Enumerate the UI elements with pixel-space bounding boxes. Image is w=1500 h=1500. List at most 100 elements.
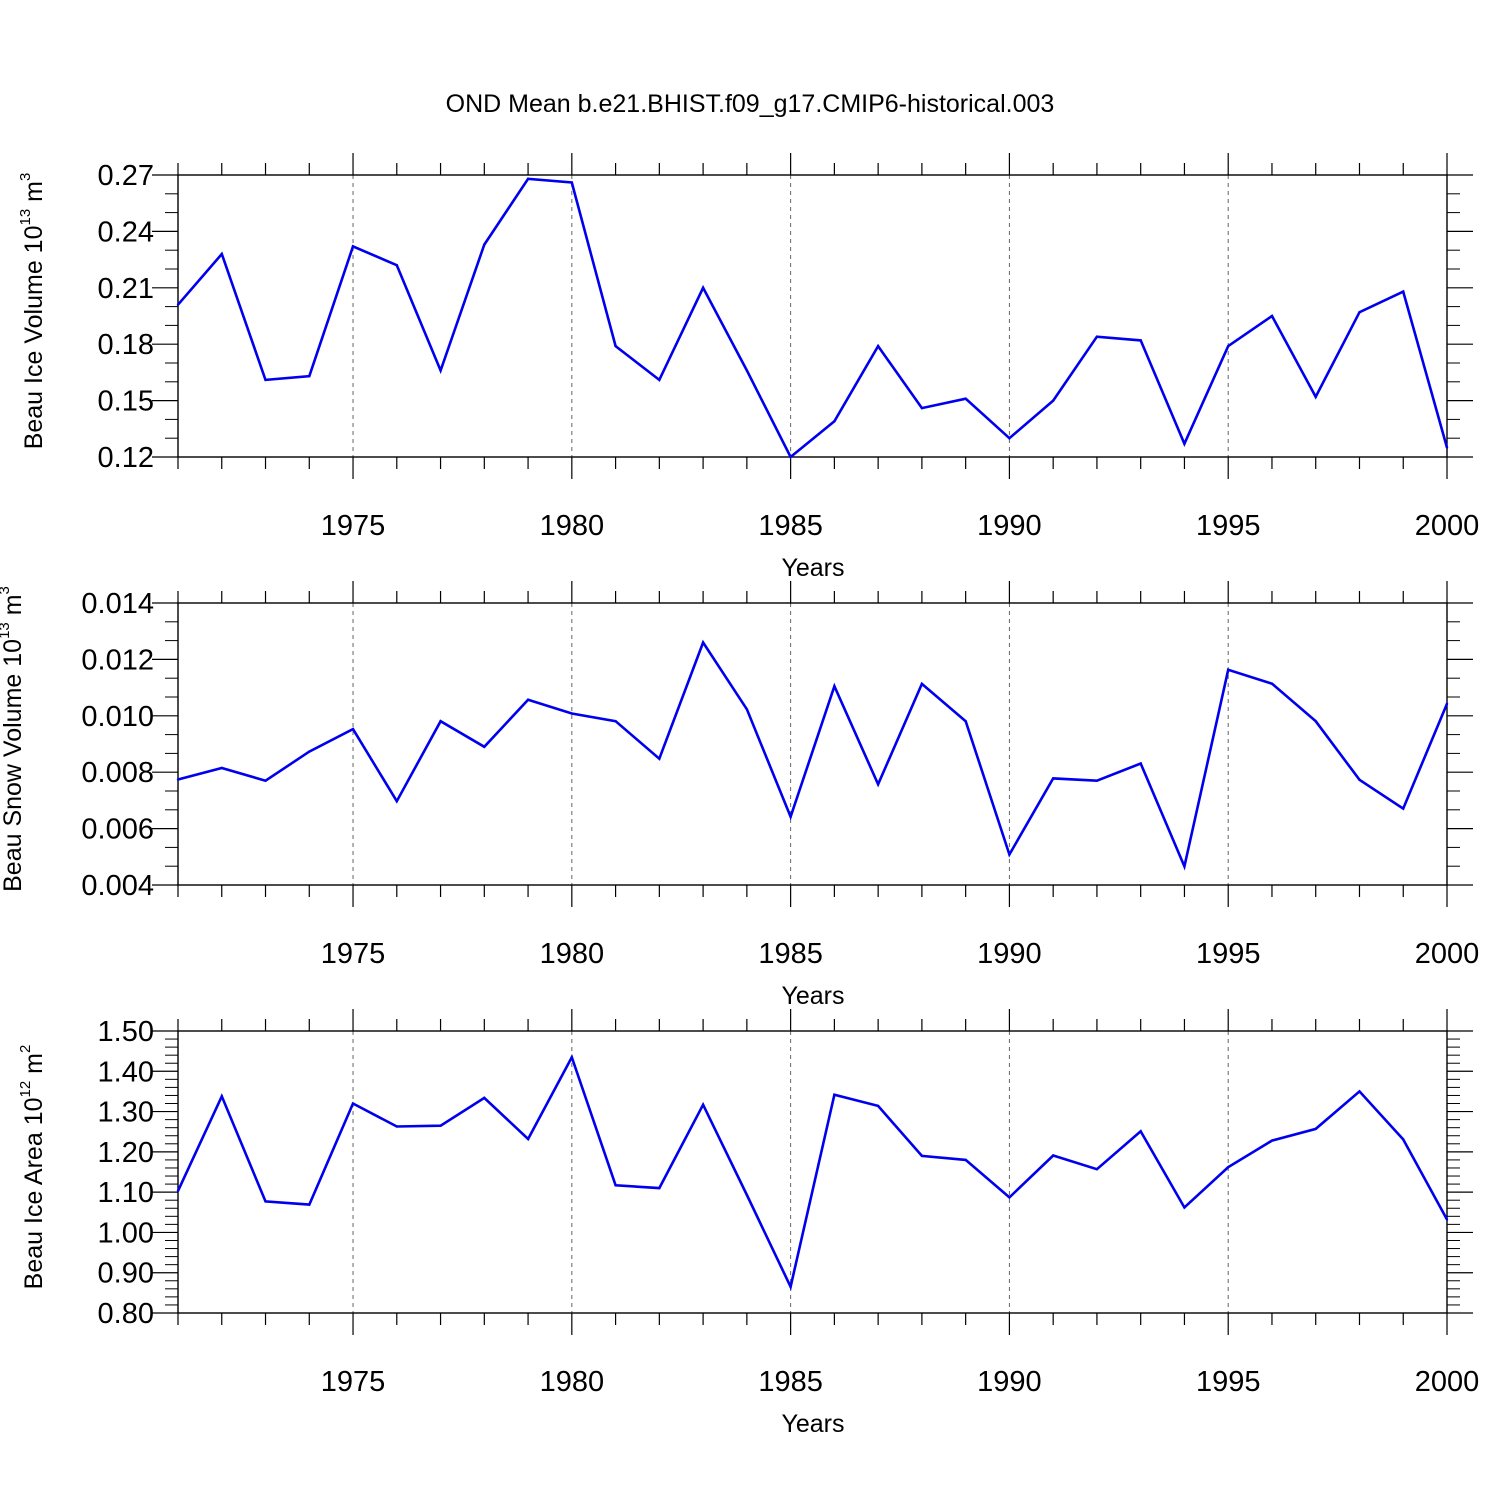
- data-point: [483, 1096, 486, 1100]
- chart-title: OND Mean b.e21.BHIST.f09_g17.CMIP6-histo…: [446, 90, 1055, 118]
- data-point: [220, 1095, 223, 1098]
- panel-1: 0.12 0.15 0.18 0.21 0.24 0.27 1975 1980 1985 1990…: [17, 153, 1479, 582]
- data-point: [1270, 682, 1274, 685]
- data-point: [1051, 399, 1055, 402]
- y-tick-label: 0.006: [81, 814, 154, 846]
- y-tick-label: 0.24: [98, 216, 154, 248]
- data-point: [964, 397, 967, 400]
- data-point: [876, 344, 880, 348]
- y-axis-title: Beau Ice Volume 1013 m3: [17, 173, 48, 450]
- data-point: [395, 264, 398, 267]
- y-tick-label: 0.004: [81, 870, 154, 902]
- y-tick-label: 0.27: [98, 160, 154, 192]
- data-point: [745, 1193, 749, 1197]
- data-point: [308, 750, 311, 753]
- y-tick-label: 1.50: [98, 1016, 154, 1048]
- y-axis-title: Beau Ice Area 1012 m2: [17, 1045, 48, 1290]
- x-tick-label: 1985: [758, 938, 823, 970]
- y-tick-label: 0.21: [98, 273, 154, 305]
- data-point: [264, 1200, 267, 1203]
- y-tick-label: 0.010: [81, 701, 154, 733]
- data-point: [964, 1158, 967, 1162]
- data-point: [658, 1186, 661, 1190]
- x-tick-label: 1980: [540, 1366, 605, 1398]
- data-point: [920, 682, 924, 686]
- y-tick-label: 0.80: [98, 1298, 154, 1330]
- series-line: [177, 177, 1449, 460]
- data-point: [1095, 335, 1099, 338]
- data-point: [176, 303, 180, 306]
- data-point: [614, 344, 617, 348]
- series-line: [176, 1053, 1449, 1291]
- data-point: [1227, 668, 1230, 672]
- data-point: [526, 698, 530, 701]
- data-point: [220, 766, 223, 770]
- panel-2: 0.004 0.006 0.008 0.010 0.012 0.014 1975 1980 19…: [0, 581, 1479, 1010]
- data-point: [526, 177, 530, 180]
- data-point: [745, 708, 749, 711]
- data-point: [1095, 779, 1099, 782]
- data-point: [1402, 290, 1405, 293]
- plot-frame: [177, 1030, 1448, 1314]
- data-point: [1008, 437, 1011, 440]
- data-point: [1314, 1127, 1317, 1131]
- x-axis-title: Years: [781, 982, 844, 1010]
- data-point: [658, 757, 661, 760]
- data-point: [308, 1203, 311, 1206]
- data-point: [1139, 339, 1142, 342]
- data-point: [964, 719, 967, 723]
- data-point: [789, 815, 792, 818]
- y-tick-label: 0.18: [98, 329, 154, 361]
- y-tick-label: 1.10: [98, 1177, 154, 1209]
- data-point: [439, 719, 442, 723]
- data-point: [789, 455, 792, 459]
- x-axis-title: Years: [781, 1410, 844, 1438]
- data-point: [395, 800, 398, 803]
- x-tick-label: 1985: [758, 1366, 823, 1398]
- data-point: [570, 1055, 574, 1059]
- x-tick-label: 1995: [1196, 510, 1261, 542]
- data-point: [264, 779, 267, 782]
- data-point: [614, 719, 617, 723]
- data-point: [1008, 853, 1011, 856]
- data-point: [701, 641, 705, 644]
- data-point: [308, 374, 311, 378]
- x-tick-label: 1980: [540, 510, 605, 542]
- data-point: [920, 1154, 924, 1158]
- x-tick-label: 1985: [758, 510, 823, 542]
- data-point: [1358, 311, 1361, 314]
- x-tick-label: 1990: [977, 510, 1042, 542]
- x-axis-title: Years: [781, 554, 844, 582]
- data-point: [920, 406, 924, 410]
- data-point: [614, 1184, 617, 1187]
- data-point: [351, 1102, 355, 1105]
- data-point: [1139, 762, 1142, 765]
- data-point: [745, 369, 749, 372]
- data-point: [1095, 1167, 1099, 1171]
- data-point: [1227, 1165, 1230, 1169]
- x-tick-label: 1980: [540, 938, 605, 970]
- data-point: [1051, 777, 1055, 780]
- x-tick-label: 1990: [977, 1366, 1042, 1398]
- series-line: [177, 639, 1449, 871]
- data-point: [1358, 778, 1361, 782]
- data-point: [833, 1093, 836, 1096]
- data-point: [1445, 1218, 1449, 1221]
- data-point: [395, 1125, 398, 1128]
- x-tick-label: 1995: [1196, 938, 1261, 970]
- x-tick-label: 2000: [1415, 510, 1480, 542]
- data-point: [1183, 865, 1186, 868]
- data-point: [351, 727, 355, 731]
- y-tick-label: 0.15: [98, 386, 154, 418]
- y-tick-label: 1.00: [98, 1217, 154, 1249]
- data-point: [176, 1189, 180, 1193]
- data-point: [1358, 1090, 1361, 1093]
- data-point: [833, 420, 836, 423]
- data-point: [658, 378, 661, 382]
- x-tick-label: 2000: [1415, 938, 1480, 970]
- data-point: [483, 745, 486, 749]
- data-point: [1270, 314, 1274, 318]
- y-tick-label: 0.12: [98, 442, 154, 474]
- data-point: [789, 1285, 792, 1289]
